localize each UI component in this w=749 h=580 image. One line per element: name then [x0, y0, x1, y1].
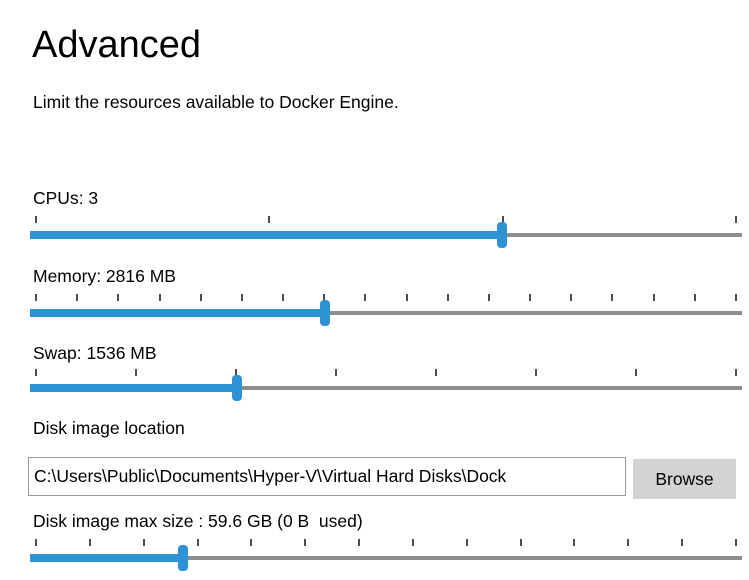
slider-tick: [734, 216, 737, 223]
cpus-slider-thumb[interactable]: [497, 222, 508, 248]
slider-tick: [268, 216, 271, 223]
slider-tick: [76, 294, 79, 301]
slider-tick: [199, 294, 202, 301]
slider-tick: [535, 369, 537, 376]
slider-tick: [681, 539, 684, 546]
disk-size-slider-track[interactable]: [30, 556, 742, 560]
page-title: Advanced: [32, 24, 202, 66]
browse-button[interactable]: Browse: [633, 459, 736, 499]
slider-tick: [35, 294, 37, 301]
disk-size-slider-thumb[interactable]: [178, 545, 189, 571]
slider-tick: [734, 294, 737, 301]
swap-slider[interactable]: [30, 369, 742, 403]
slider-tick: [88, 539, 91, 546]
slider-tick: [135, 369, 137, 376]
slider-tick: [35, 539, 37, 546]
slider-tick: [570, 294, 573, 301]
slider-tick: [652, 294, 655, 301]
slider-tick: [158, 294, 161, 301]
disk-size-slider-ticks: [35, 539, 737, 546]
slider-tick: [364, 294, 367, 301]
slider-tick: [501, 216, 504, 223]
slider-tick: [142, 539, 145, 546]
slider-tick: [411, 539, 414, 546]
memory-slider[interactable]: [30, 294, 742, 328]
memory-label: Memory: 2816 MB: [33, 266, 176, 286]
memory-slider-fill: [30, 309, 325, 317]
slider-tick: [304, 539, 307, 546]
slider-tick: [487, 294, 490, 301]
slider-tick: [335, 369, 337, 376]
slider-tick: [250, 539, 253, 546]
slider-tick: [235, 369, 237, 376]
disk-size-slider-fill: [30, 554, 184, 562]
disk-size-label: Disk image max size : 59.6 GB (0 B used): [33, 511, 363, 531]
slider-tick: [358, 539, 361, 546]
slider-tick: [35, 216, 37, 223]
memory-slider-ticks: [35, 294, 737, 301]
slider-tick: [405, 294, 408, 301]
disk-location-input[interactable]: [28, 457, 626, 496]
slider-tick: [573, 539, 576, 546]
slider-tick: [117, 294, 120, 301]
cpus-label: CPUs: 3: [33, 188, 99, 208]
slider-tick: [627, 539, 630, 546]
slider-tick: [35, 369, 37, 376]
swap-slider-thumb[interactable]: [232, 375, 243, 401]
slider-tick: [611, 294, 614, 301]
memory-slider-thumb[interactable]: [319, 300, 330, 326]
swap-slider-ticks: [35, 369, 737, 376]
disk-size-slider[interactable]: [30, 539, 742, 573]
slider-tick: [240, 294, 243, 301]
cpus-slider-fill: [30, 231, 503, 239]
cpus-slider-ticks: [35, 216, 737, 223]
slider-tick: [735, 369, 737, 376]
page-description: Limit the resources available to Docker …: [33, 92, 399, 112]
slider-tick: [282, 294, 285, 301]
slider-tick: [519, 539, 522, 546]
memory-slider-track[interactable]: [30, 311, 742, 315]
slider-tick: [529, 294, 532, 301]
slider-tick: [435, 369, 437, 376]
swap-slider-track[interactable]: [30, 386, 742, 390]
slider-tick: [635, 369, 637, 376]
disk-location-label: Disk image location: [33, 418, 185, 438]
cpus-slider[interactable]: [30, 216, 742, 250]
slider-tick: [446, 294, 449, 301]
slider-tick: [465, 539, 468, 546]
swap-slider-fill: [30, 384, 238, 392]
slider-tick: [693, 294, 696, 301]
slider-tick: [196, 539, 199, 546]
slider-tick: [323, 294, 326, 301]
swap-label: Swap: 1536 MB: [33, 343, 157, 363]
slider-tick: [734, 539, 737, 546]
